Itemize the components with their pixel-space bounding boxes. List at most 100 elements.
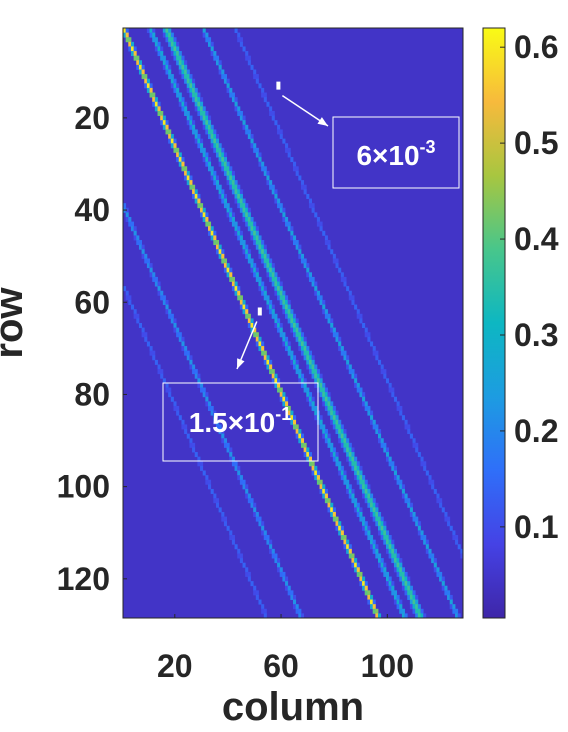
heatmap-cell xyxy=(404,581,408,587)
heatmap-cell xyxy=(152,32,156,38)
heatmap-cell xyxy=(231,535,235,541)
y-tick-label: 120 xyxy=(57,561,110,597)
heatmap-cell xyxy=(237,184,241,190)
heatmap-cell xyxy=(208,479,212,485)
heatmap-cell xyxy=(215,175,220,181)
colorbar: 0.10.20.30.40.50.6 xyxy=(482,27,559,619)
heatmap-cell xyxy=(165,304,169,310)
heatmap-cell xyxy=(332,327,336,333)
heatmap-cell xyxy=(181,336,185,342)
heatmap-cell xyxy=(242,299,246,305)
colorbar-tick-label: 0.6 xyxy=(514,29,558,65)
heatmap-cell xyxy=(245,124,249,130)
heatmap-cell xyxy=(359,392,363,398)
heatmap-cell xyxy=(133,226,137,232)
heatmap-cell xyxy=(415,594,419,600)
heatmap-cell xyxy=(237,189,241,195)
heatmap-cell xyxy=(250,143,254,149)
heatmap-cell xyxy=(340,346,344,352)
heatmap-cell xyxy=(245,207,249,213)
heatmap-cell xyxy=(367,590,371,596)
heatmap-cell xyxy=(205,475,209,481)
heatmap-cell xyxy=(258,516,262,522)
heatmap-cell xyxy=(263,263,267,269)
heatmap-cell xyxy=(192,447,196,453)
heatmap-cell xyxy=(186,175,190,181)
heatmap-cell xyxy=(290,359,294,365)
heatmap-cell xyxy=(372,544,376,550)
heatmap-cell xyxy=(237,470,241,476)
heatmap-cell xyxy=(282,309,286,315)
heatmap-cell xyxy=(136,313,140,319)
heatmap-cell xyxy=(250,216,254,222)
heatmap-cell xyxy=(327,405,331,411)
heatmap-cell xyxy=(181,69,185,75)
heatmap-cell xyxy=(125,212,129,218)
heatmap-cell xyxy=(186,170,190,176)
heatmap-cell xyxy=(396,558,400,564)
heatmap-cell xyxy=(319,488,323,494)
heatmap-cell xyxy=(287,299,291,305)
heatmap-cell xyxy=(367,530,371,536)
heatmap-cell xyxy=(409,585,413,591)
heatmap-cell xyxy=(162,28,166,34)
heatmap-cell xyxy=(168,129,172,135)
heatmap-cell xyxy=(226,207,230,213)
heatmap-cell xyxy=(271,369,275,375)
heatmap-cell xyxy=(293,166,297,172)
heatmap-cell xyxy=(226,166,230,172)
heatmap-cell xyxy=(343,470,347,476)
heatmap-cell xyxy=(165,129,169,135)
heatmap-cell xyxy=(282,332,286,338)
heatmap-cell xyxy=(409,594,413,600)
heatmap-cell xyxy=(170,318,174,324)
heatmap-cell xyxy=(295,332,299,338)
heatmap-cell xyxy=(282,212,286,218)
heatmap-cell xyxy=(170,396,174,402)
heatmap-cell xyxy=(290,415,294,421)
heatmap-cell xyxy=(346,544,350,550)
heatmap-cell xyxy=(391,548,395,554)
heatmap-cell xyxy=(359,511,363,517)
heatmap-cell xyxy=(308,203,312,209)
heatmap-cell xyxy=(194,106,198,112)
heatmap-cell xyxy=(266,299,270,305)
heatmap-cell xyxy=(335,429,339,435)
heatmap-cell xyxy=(229,180,233,186)
heatmap-cell xyxy=(356,387,360,393)
heatmap-cell xyxy=(285,341,289,347)
heatmap-cell xyxy=(242,120,246,126)
heatmap-cell xyxy=(362,475,366,481)
heatmap-cell xyxy=(346,442,350,448)
heatmap-cell xyxy=(231,212,235,218)
heatmap-cell xyxy=(192,83,196,89)
heatmap-cell xyxy=(263,92,267,98)
heatmap-cell xyxy=(295,336,299,342)
heatmap-cell xyxy=(378,521,382,527)
heatmap-cell xyxy=(300,350,305,356)
heatmap-cell xyxy=(181,106,185,112)
heatmap-cell xyxy=(295,170,299,176)
heatmap-cell xyxy=(229,170,233,176)
heatmap-cell xyxy=(173,78,177,84)
heatmap-cell xyxy=(128,295,132,301)
heatmap-cell xyxy=(162,32,166,38)
colorbar-ticks: 0.10.20.30.40.50.6 xyxy=(500,29,559,545)
heatmap-cell xyxy=(242,203,246,209)
heatmap-cell xyxy=(346,456,350,462)
heatmap-cell xyxy=(343,438,347,444)
heatmap-cell xyxy=(271,313,275,319)
heatmap-cell xyxy=(399,562,403,568)
annotation-exponent: -3 xyxy=(420,137,436,157)
heatmap-cell xyxy=(285,221,289,227)
heatmap-cell xyxy=(298,336,302,342)
heatmap-cell xyxy=(208,41,212,47)
heatmap-cell xyxy=(168,387,172,393)
heatmap-cell xyxy=(266,263,270,269)
heatmap-cell xyxy=(391,585,395,591)
annotation-label: 1.5×10-1 xyxy=(189,404,291,438)
heatmap-cell xyxy=(332,410,336,416)
heatmap-cell xyxy=(261,346,265,352)
heatmap-cell xyxy=(324,429,328,435)
heatmap-cell xyxy=(367,599,371,605)
